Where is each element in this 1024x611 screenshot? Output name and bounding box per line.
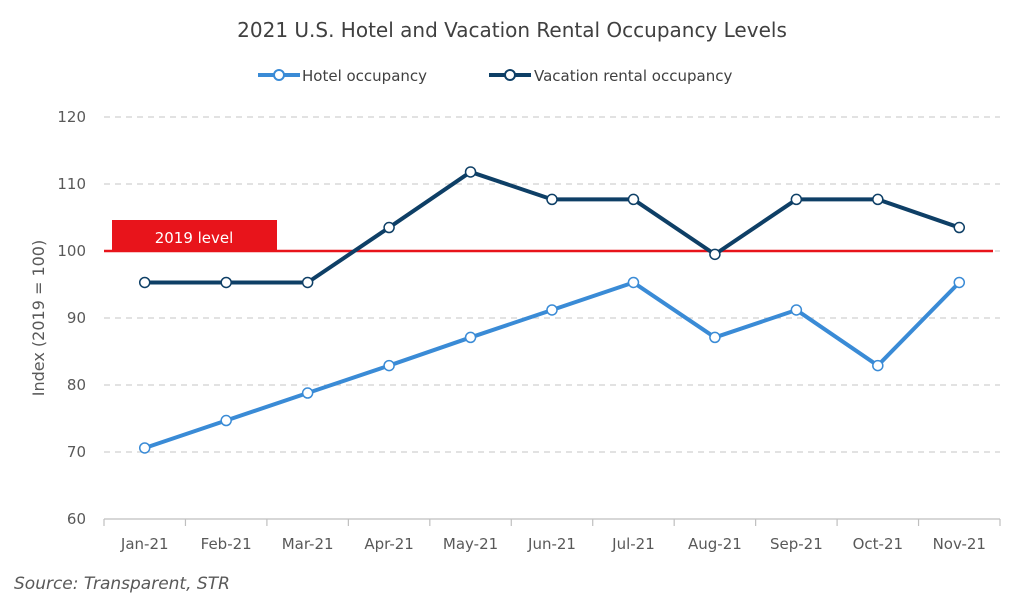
data-point [220, 414, 232, 427]
data-point [383, 221, 395, 234]
x-tick-label: Jan-21 [120, 535, 169, 553]
data-point [709, 331, 721, 344]
series-vacation-rental [138, 166, 966, 289]
reference-label: 2019 level [155, 229, 234, 247]
legend-item-vacation-rental: Vacation rental occupancy [489, 67, 732, 85]
series-hotel [138, 276, 966, 454]
data-point [546, 304, 558, 316]
x-tick-label: Jul-21 [611, 535, 655, 553]
x-tick-label: Jun-21 [527, 535, 576, 553]
data-point [953, 221, 966, 234]
x-tick-label: Oct-21 [853, 535, 903, 553]
x-tick-labels: Jan-21 Feb-21 Mar-21 Apr-21 May-21 Jun-21 Jul-… [120, 535, 986, 553]
data-point [709, 248, 721, 261]
legend: Hotel occupancy Vacation rental occupanc… [258, 67, 732, 85]
data-point [872, 193, 884, 206]
x-axis [103, 518, 1001, 526]
y-tick-label: 120 [57, 108, 86, 126]
legend-marker-hotel [273, 69, 285, 81]
y-tick-label: 90 [67, 309, 86, 327]
chart-title: 2021 U.S. Hotel and Vacation Rental Occu… [237, 18, 787, 42]
data-point [301, 276, 314, 289]
data-point [464, 166, 477, 178]
y-axis-label: Index (2019 = 100) [29, 240, 48, 396]
data-point [383, 359, 395, 372]
gridlines [104, 116, 1000, 453]
data-point [790, 304, 803, 316]
data-point [220, 276, 232, 289]
legend-marker-vacation-rental [504, 69, 516, 81]
data-point [872, 359, 884, 372]
reference-label-box [112, 220, 277, 251]
x-tick-label: Feb-21 [201, 535, 252, 553]
source-note: Source: Transparent, STR [14, 574, 230, 594]
data-point [790, 193, 803, 206]
y-tick-label: 60 [67, 510, 86, 528]
y-tick-label: 70 [67, 443, 86, 461]
data-point [627, 193, 640, 206]
data-point [953, 276, 966, 289]
x-tick-label: Aug-21 [688, 535, 742, 553]
x-tick-label: Sep-21 [770, 535, 823, 553]
legend-item-hotel: Hotel occupancy [258, 67, 427, 85]
x-tick-label: Apr-21 [364, 535, 414, 553]
data-point [138, 276, 151, 289]
x-tick-label: Mar-21 [282, 535, 334, 553]
data-point [627, 276, 640, 289]
y-tick-label: 100 [57, 242, 86, 260]
legend-label-vacation-rental: Vacation rental occupancy [534, 67, 732, 85]
data-point [464, 331, 477, 344]
y-tick-label: 110 [57, 175, 86, 193]
series-lines [138, 166, 966, 454]
x-tick-label: May-21 [443, 535, 498, 553]
y-tick-label: 80 [67, 376, 86, 394]
y-tick-labels: 60 70 80 90 100 110 120 [57, 108, 86, 528]
legend-label-hotel: Hotel occupancy [302, 67, 427, 85]
x-tick-label: Nov-21 [933, 535, 986, 553]
data-point [301, 387, 314, 399]
data-point [138, 442, 151, 454]
reference-line-group: 2019 level [104, 220, 993, 253]
data-point [546, 193, 558, 206]
